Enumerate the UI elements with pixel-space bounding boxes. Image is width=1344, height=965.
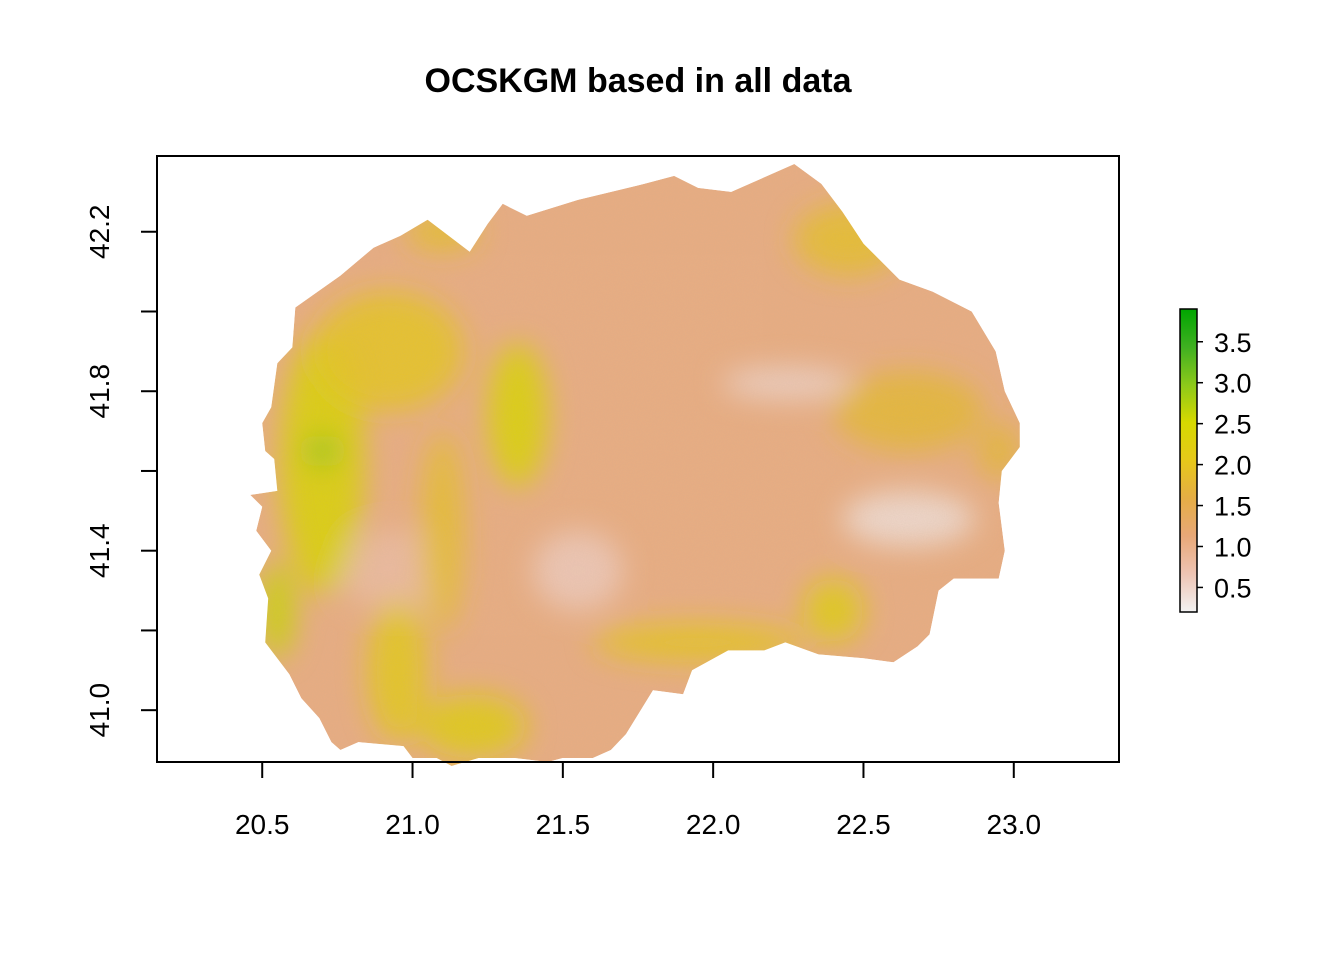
x-axis: 20.5 21.0 21.5 22.0 22.5 23.0 [235,761,1042,840]
legend-tick-label: 2.0 [1214,451,1252,481]
x-tick-label: 23.0 [987,809,1042,840]
chart-title: OCSKGM based in all data [425,62,853,100]
y-tick-label: 41.4 [84,523,115,578]
x-tick-label: 21.5 [536,809,591,840]
x-tick-label: 22.5 [836,809,891,840]
raster-texture [250,164,1020,762]
x-tick-label: 21.0 [385,809,440,840]
legend-tick-label: 3.0 [1214,369,1252,399]
legend-color-bar [1179,308,1198,613]
y-tick-label: 41.0 [84,683,115,738]
legend-tick-label: 2.5 [1214,410,1252,440]
legend-tick-label: 1.5 [1214,492,1252,522]
x-tick-label: 22.0 [686,809,741,840]
y-tick-label: 42.2 [84,205,115,260]
legend-tick-label: 3.5 [1214,328,1252,358]
legend-tick-label: 1.0 [1214,532,1252,562]
y-axis: 41.0 41.4 41.8 42.2 [84,205,158,738]
y-tick-label: 41.8 [84,364,115,419]
legend-tick-label: 0.5 [1214,573,1252,603]
x-tick-label: 20.5 [235,809,290,840]
raster-layer [250,164,1020,766]
color-legend: 0.5 1.0 1.5 2.0 2.5 3.0 3.5 [1179,308,1252,613]
raster-clip-group [250,164,1020,766]
